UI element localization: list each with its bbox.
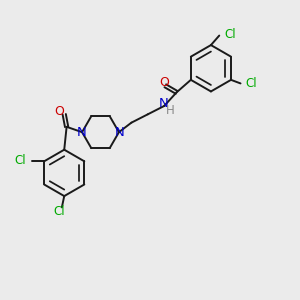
Text: Cl: Cl: [225, 28, 236, 41]
Text: Cl: Cl: [14, 154, 26, 166]
Text: N: N: [76, 126, 86, 139]
Text: N: N: [115, 126, 124, 139]
Text: Cl: Cl: [246, 77, 257, 90]
Text: H: H: [166, 104, 175, 117]
Text: O: O: [54, 106, 64, 118]
Text: N: N: [158, 98, 168, 110]
Text: Cl: Cl: [54, 205, 65, 218]
Text: O: O: [159, 76, 169, 89]
